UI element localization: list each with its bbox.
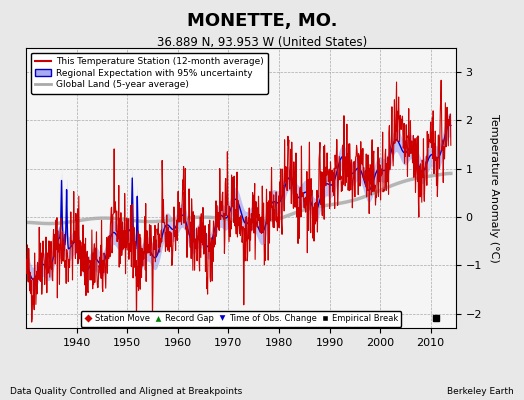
Y-axis label: Temperature Anomaly (°C): Temperature Anomaly (°C) [489, 114, 499, 262]
Text: 36.889 N, 93.953 W (United States): 36.889 N, 93.953 W (United States) [157, 36, 367, 49]
Legend: Station Move, Record Gap, Time of Obs. Change, Empirical Break: Station Move, Record Gap, Time of Obs. C… [81, 311, 401, 327]
Text: Data Quality Controlled and Aligned at Breakpoints: Data Quality Controlled and Aligned at B… [10, 387, 243, 396]
Text: Berkeley Earth: Berkeley Earth [447, 387, 514, 396]
Text: MONETTE, MO.: MONETTE, MO. [187, 12, 337, 30]
